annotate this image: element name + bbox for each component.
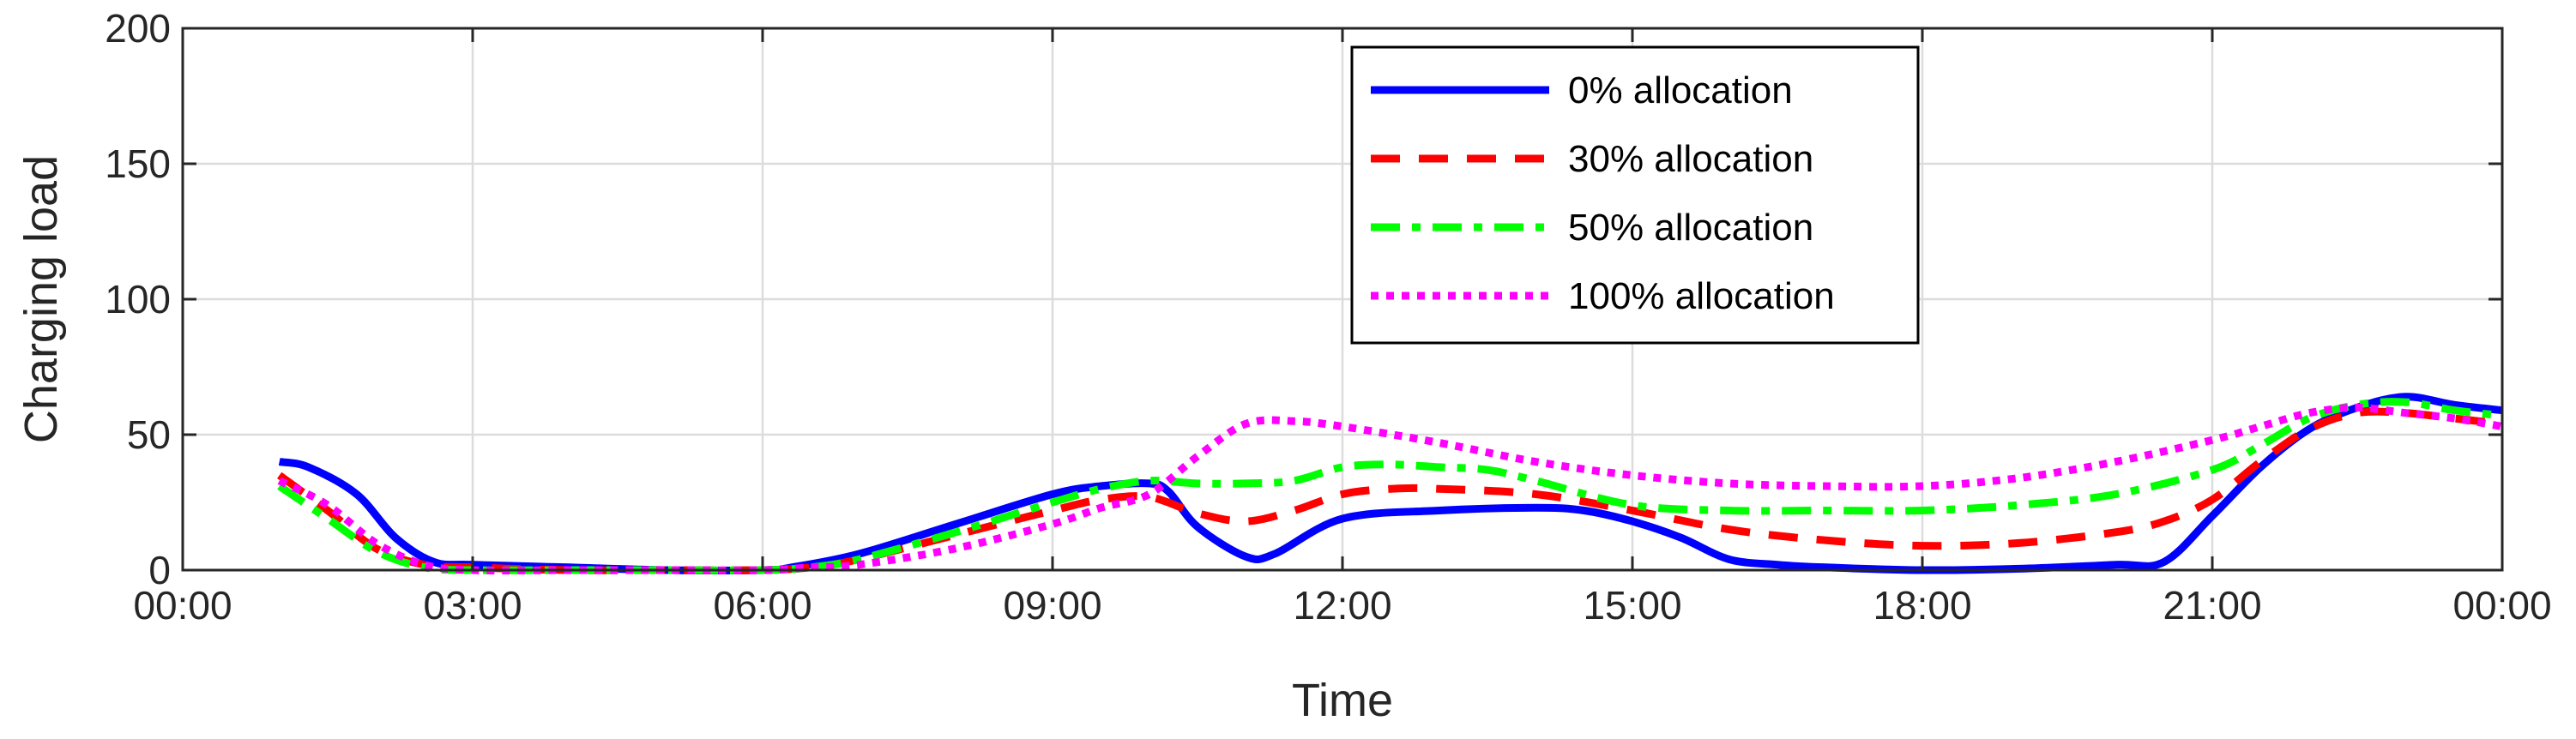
x-tick-label: 12:00 <box>1293 583 1391 628</box>
x-axis-label: Time <box>1292 675 1393 726</box>
y-tick-label: 150 <box>105 141 171 186</box>
y-tick-label: 100 <box>105 277 171 321</box>
series-lines <box>277 393 2503 574</box>
x-tick-label: 00:00 <box>2452 583 2551 628</box>
x-tick-labels: 00:00 03:00 06:00 09:00 12:00 15:00 18:00 21:00… <box>133 583 2551 628</box>
legend-item: 50% allocation <box>1371 207 1813 249</box>
legend-label: 100% allocation <box>1568 275 1835 317</box>
axis-ticks <box>181 27 2504 572</box>
series-line-3 <box>277 403 2503 574</box>
y-tick-label: 0 <box>148 548 171 592</box>
y-tick-label: 50 <box>127 412 171 457</box>
y-tick-label: 200 <box>105 6 171 51</box>
legend-label: 30% allocation <box>1568 138 1813 180</box>
y-axis-label: Charging load <box>15 155 67 443</box>
x-tick-label: 06:00 <box>713 583 811 628</box>
legend-box <box>1350 45 1920 345</box>
x-tick-label: 03:00 <box>423 583 522 628</box>
y-tick-labels: 0 50 100 150 200 <box>105 6 171 592</box>
legend-item: 0% allocation <box>1371 69 1793 111</box>
legend-item: 100% allocation <box>1371 275 1835 317</box>
legend-label: 50% allocation <box>1568 207 1813 249</box>
legend-label: 0% allocation <box>1568 69 1793 111</box>
x-tick-label: 00:00 <box>133 583 232 628</box>
legend-item: 30% allocation <box>1371 138 1813 180</box>
x-tick-label: 15:00 <box>1583 583 1681 628</box>
series-line-1 <box>277 407 2503 574</box>
legend: 0% allocation 30% allocation 50% allocatio… <box>1350 45 1920 345</box>
x-tick-label: 09:00 <box>1003 583 1101 628</box>
x-tick-label: 21:00 <box>2163 583 2261 628</box>
x-tick-label: 18:00 <box>1873 583 1971 628</box>
